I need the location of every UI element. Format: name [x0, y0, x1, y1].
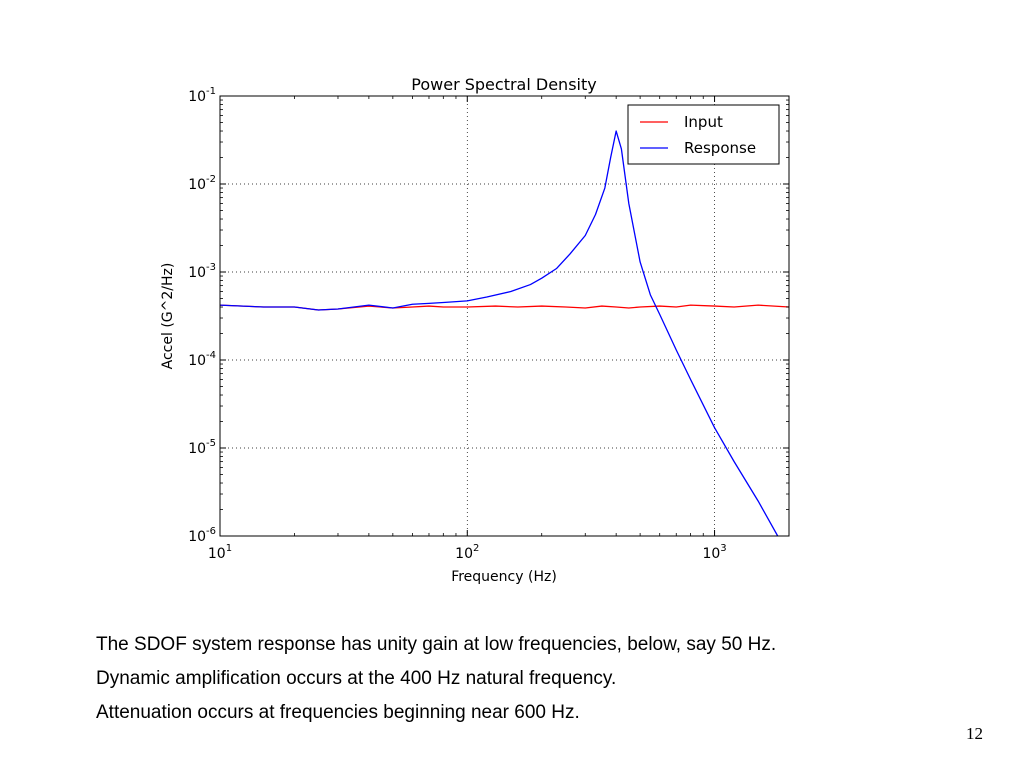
legend: Input Response	[627, 104, 780, 165]
plot-frame	[219, 95, 790, 537]
y-tick-label: 10-6	[188, 526, 216, 545]
series-layer	[220, 130, 789, 536]
y-tick-label: 10-3	[188, 262, 216, 281]
tick-marks	[219, 95, 789, 537]
grid	[220, 96, 789, 536]
legend-response-label: Response	[684, 139, 756, 157]
x-tick-label: 101	[208, 543, 232, 562]
psd-chart: Power Spectral Density 10-610-510-410-31…	[160, 75, 790, 585]
y-tick-label: 10-5	[188, 438, 216, 457]
x-tick-label: 102	[455, 543, 479, 562]
caption-line-1: The SDOF system response has unity gain …	[96, 634, 777, 655]
x-axis-label: Frequency (Hz)	[451, 569, 557, 585]
y-tick-label: 10-1	[188, 86, 216, 105]
page-number: 12	[966, 724, 983, 743]
caption-line-2: Dynamic amplification occurs at the 400 …	[96, 668, 617, 689]
y-axis-label: Accel (G^2/Hz)	[160, 263, 176, 370]
series-response-line	[220, 130, 779, 536]
series-input-line	[220, 304, 789, 311]
legend-box	[627, 104, 780, 165]
chart-title: Power Spectral Density	[411, 75, 596, 94]
y-tick-label: 10-4	[188, 350, 216, 369]
caption-line-3: Attenuation occurs at frequencies beginn…	[96, 702, 580, 723]
caption: The SDOF system response has unity gain …	[96, 628, 776, 730]
y-tick-label: 10-2	[188, 174, 216, 193]
legend-input-label: Input	[684, 113, 723, 131]
y-tick-labels: 10-6 10-5 10-4 10-3 10-2 10-1	[188, 86, 216, 545]
x-tick-label: 103	[702, 543, 726, 562]
x-tick-labels: 101 102 103	[208, 543, 727, 562]
